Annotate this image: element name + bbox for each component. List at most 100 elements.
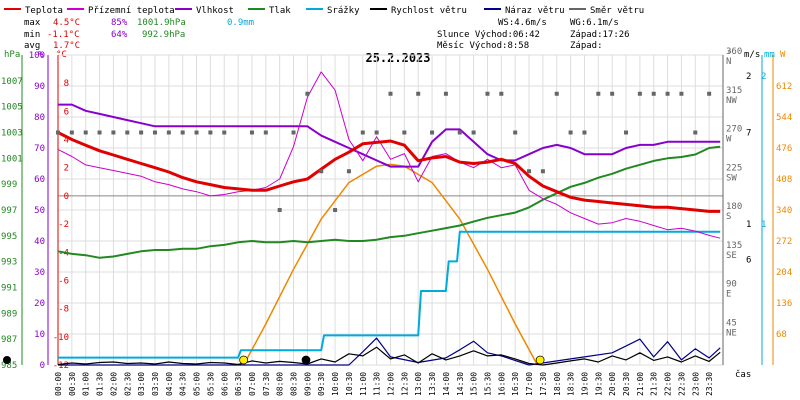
axes: 9859879899919939959979991001100310051007… (1, 47, 792, 371)
pressure-tick-label: 995 (1, 232, 17, 242)
x-tick-label: 01:00 (82, 372, 91, 396)
legend-label-5: Rychlost větru (391, 6, 467, 16)
wind-tick-label: 7 (746, 129, 751, 139)
wind-direction-point (125, 130, 130, 135)
direction-tick-letter: SW (726, 173, 737, 183)
temperature-tick-label: 4 (64, 136, 69, 146)
temperature-tick-label: 8 (64, 79, 69, 89)
axis-unit-percent: % (38, 50, 44, 60)
x-tick-label: 19:00 (580, 372, 589, 396)
x-tick-label: 02:30 (123, 372, 132, 396)
wind-direction-point (208, 130, 213, 135)
humidity-tick-label: 100 (29, 51, 45, 61)
series (56, 71, 721, 366)
solar-tick-label: 476 (776, 144, 792, 154)
x-tick-label: 17:30 (539, 372, 548, 396)
wind-direction-point (263, 130, 268, 135)
series-sr-ky (58, 230, 721, 359)
x-tick-label: 21:30 (650, 372, 659, 396)
wind-direction-point (402, 130, 407, 135)
solar-tick-label: 68 (776, 330, 787, 340)
legend-label-1: Přízemní teplota (88, 6, 175, 16)
series-solar (242, 163, 539, 366)
x-tick-label: 06:30 (234, 372, 243, 396)
sunset-marker (535, 355, 545, 365)
axis-unit-ms: m/s (744, 50, 760, 60)
temperature-tick-label: -12 (53, 361, 69, 371)
x-tick-label: 20:00 (608, 372, 617, 396)
temperature-tick-label: -6 (58, 276, 69, 286)
humidity-tick-label: 50 (34, 206, 45, 216)
legend-label-4: Srážky (327, 6, 360, 16)
temperature-tick-label: -10 (53, 333, 69, 343)
axis-unit-hpa: hPa (4, 50, 20, 60)
humidity-tick-label: 10 (34, 330, 45, 340)
x-tick-label: 09:00 (303, 372, 312, 396)
stats-avg-temp: 1.7°C (53, 41, 80, 51)
x-tick-label: 13:00 (414, 372, 423, 396)
temperature-tick-label: -2 (58, 220, 69, 230)
solar-tick-label: 544 (776, 113, 792, 123)
axis-unit-time: čas (735, 369, 751, 380)
pressure-tick-label: 993 (1, 258, 17, 268)
wind-direction-point (152, 130, 157, 135)
wind-direction-point (194, 130, 199, 135)
wind-direction-point (707, 91, 712, 96)
legend-label-2: Vlhkost (196, 6, 234, 16)
x-tick-label: 21:00 (636, 372, 645, 396)
x-tick-label: 15:30 (483, 372, 492, 396)
sunrise-marker (239, 355, 248, 365)
direction-tick-label: 225 (726, 163, 742, 173)
series-n-raz-v-tru (58, 337, 721, 366)
humidity-tick-label: 40 (34, 237, 45, 247)
info-moonrise: Měsíc Východ:8:58 (437, 41, 529, 51)
solar-tick-label: 612 (776, 82, 792, 92)
wind-direction-point (596, 91, 601, 96)
x-tick-label: 06:00 (220, 372, 229, 396)
direction-tick-letter: NW (726, 96, 737, 106)
wind-direction-point (471, 130, 476, 135)
series-tlak (57, 145, 721, 259)
x-tick-label: 04:00 (165, 372, 174, 396)
legend-label-3: Tlak (269, 6, 291, 16)
solar-tick-label: 204 (776, 268, 792, 278)
wind-direction-point (693, 130, 698, 135)
wind-direction-point (582, 130, 587, 135)
x-tick-label: 10:30 (345, 372, 354, 396)
humidity-tick-label: 80 (34, 113, 45, 123)
info-sunrise: Slunce Východ:06:42 (437, 30, 540, 40)
series-rychlost-v-tru (57, 346, 721, 366)
stats-max-humidity: 85% (111, 18, 128, 28)
wind-direction-point (457, 130, 462, 135)
legend-label-7: Směr větru (590, 6, 644, 16)
moonrise-marker (301, 355, 311, 365)
wind-direction-point (651, 91, 656, 96)
humidity-tick-label: 70 (34, 144, 45, 154)
legend-label-6: Náraz větru (505, 6, 565, 16)
wind-direction-point (111, 130, 116, 135)
x-tick-label: 02:00 (109, 372, 118, 396)
wind-direction-point (499, 91, 504, 96)
wind-direction-point (554, 91, 559, 96)
wind-direction-point (277, 208, 282, 212)
x-tick-label: 01:30 (96, 372, 105, 396)
wind-direction-point (346, 169, 351, 174)
x-tick-label: 13:30 (428, 372, 437, 396)
x-tick-label: 17:00 (525, 372, 534, 396)
x-tick-label: 03:00 (137, 372, 146, 396)
humidity-tick-label: 90 (34, 82, 45, 92)
x-tick-label: 03:30 (151, 372, 160, 396)
x-tick-label: 22:30 (677, 372, 686, 396)
info-block: WS:4.6m/s WG:6.1m/s Slunce Východ:06:42 … (437, 18, 630, 51)
x-tick-label: 07:30 (262, 372, 271, 396)
x-tick-label: 12:30 (400, 372, 409, 396)
x-tick-label: 20:30 (622, 372, 631, 396)
pressure-tick-label: 997 (1, 206, 17, 216)
temperature-tick-label: 6 (64, 107, 69, 117)
info-wind-speed: WS:4.6m/s (498, 18, 547, 28)
wind-direction-point (69, 130, 74, 135)
axis-unit-mm: mm (764, 50, 775, 60)
pressure-tick-label: 991 (1, 284, 17, 294)
x-tick-label: 05:00 (193, 372, 202, 396)
